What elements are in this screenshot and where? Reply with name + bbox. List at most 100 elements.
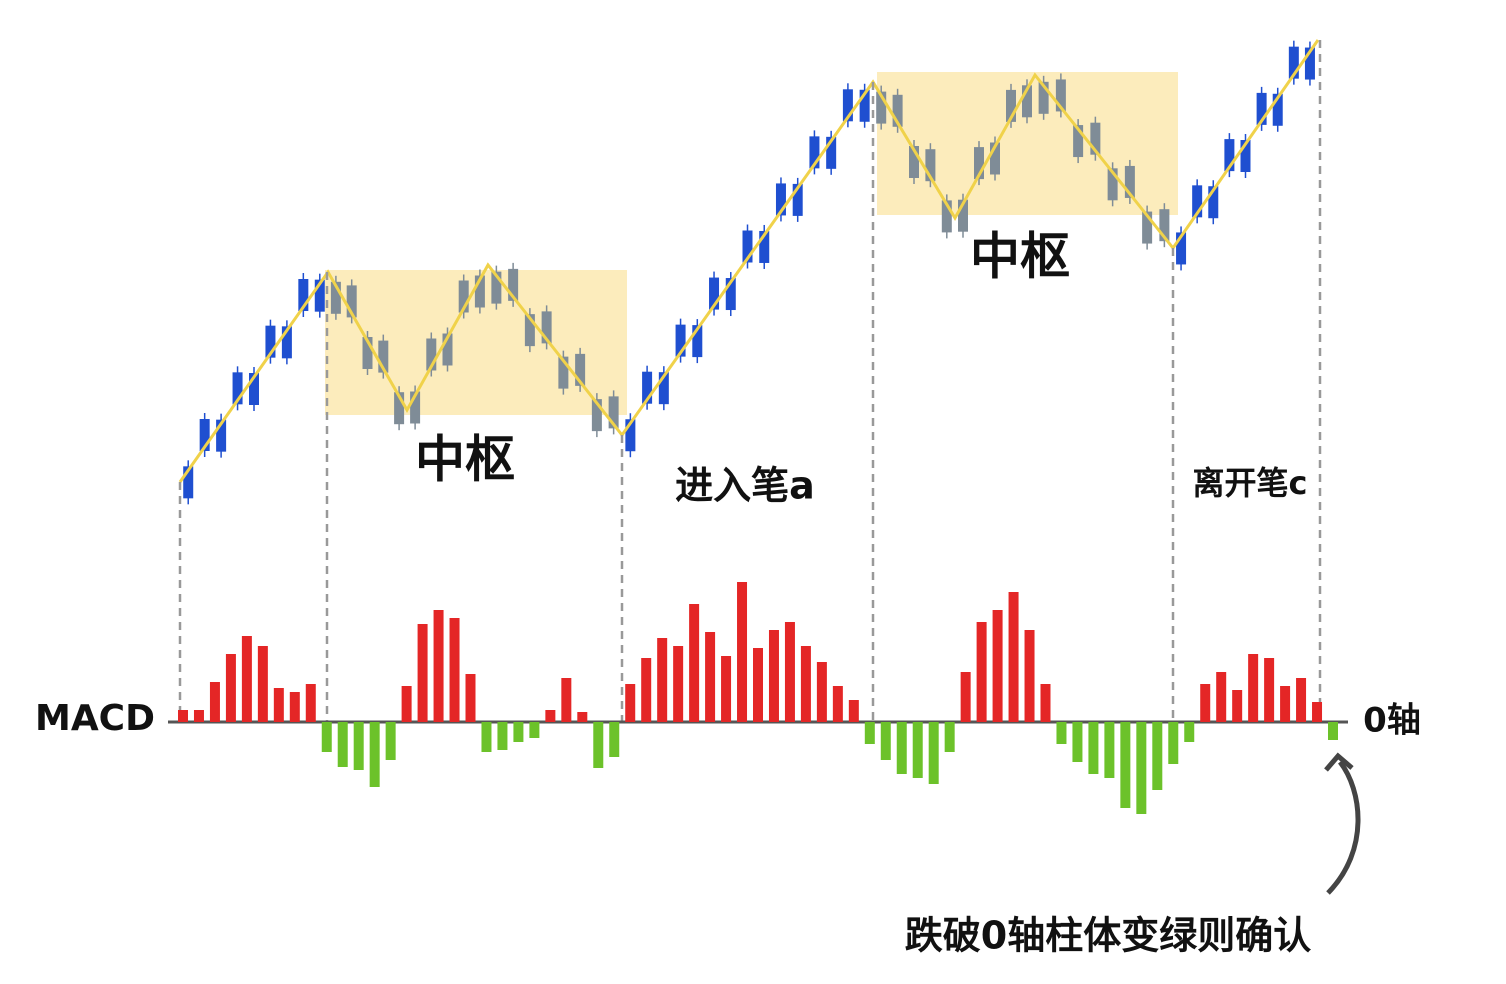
macd-bar — [912, 722, 923, 778]
candle — [675, 324, 686, 357]
zone-label: 中枢 — [415, 431, 515, 489]
candle — [892, 94, 903, 127]
candle — [575, 353, 586, 386]
candle — [709, 277, 720, 310]
macd-bar — [1280, 686, 1291, 722]
candle — [625, 419, 636, 452]
candle — [876, 91, 887, 124]
candle — [1304, 47, 1315, 80]
macd-bar — [1312, 702, 1323, 722]
candle — [1159, 209, 1170, 242]
macd-bar — [864, 722, 875, 744]
candle — [1192, 185, 1203, 218]
candle — [508, 268, 519, 301]
candle — [541, 311, 552, 344]
candle — [458, 280, 469, 313]
candle — [1073, 125, 1084, 158]
macd-bar — [753, 648, 763, 722]
candle — [974, 147, 984, 180]
macd-bar — [896, 722, 907, 774]
candle — [491, 271, 502, 304]
layout — [168, 39, 1348, 724]
candle — [183, 466, 194, 499]
macd-bar — [225, 654, 236, 722]
candle — [346, 285, 357, 318]
candle — [642, 371, 653, 404]
candle — [1022, 85, 1032, 118]
arrow — [1326, 760, 1361, 895]
candle — [792, 183, 803, 216]
candle — [362, 337, 373, 369]
macd-bar — [497, 722, 508, 750]
candle — [692, 325, 703, 358]
macd-bar — [449, 618, 460, 722]
macd-bar — [1200, 684, 1211, 722]
macd-label: MACD — [35, 698, 155, 739]
macd-bar — [1072, 722, 1083, 762]
macd-bar — [1248, 654, 1259, 722]
candle — [314, 279, 325, 312]
macd-bar — [992, 610, 1003, 722]
candle — [1224, 139, 1235, 172]
candle — [1176, 232, 1187, 265]
macd-bar — [529, 722, 540, 738]
candle — [249, 373, 259, 405]
macd-bar — [960, 672, 971, 722]
candle — [1055, 79, 1066, 112]
macd-bar — [353, 722, 364, 770]
macd-bar — [944, 722, 955, 752]
candle — [216, 419, 227, 452]
macd-bar — [657, 638, 668, 722]
stroke-label: 离开笔c — [1193, 464, 1308, 502]
macd-bar — [241, 636, 252, 722]
macd-bar — [705, 632, 716, 722]
macd-bar — [1216, 672, 1227, 722]
macd-bar — [1024, 630, 1035, 722]
macd-bar — [1120, 722, 1131, 808]
candle — [378, 340, 389, 373]
macd-bar — [928, 722, 939, 784]
macd-bar — [673, 646, 684, 722]
macd-bar — [401, 686, 412, 722]
macd-bar — [289, 692, 300, 722]
candle — [742, 230, 753, 263]
macd-bar — [1056, 722, 1067, 744]
macd-bar — [593, 722, 604, 768]
macd-bar — [689, 604, 700, 722]
macd-bar — [848, 700, 859, 722]
candle — [524, 314, 535, 347]
macd-bar — [561, 678, 572, 722]
candle — [298, 279, 309, 311]
candle — [199, 419, 210, 451]
zigzag — [178, 39, 1320, 483]
macd-bar — [369, 722, 380, 787]
macd-bar — [433, 610, 444, 722]
candle — [1038, 81, 1049, 114]
macd-bar — [1168, 722, 1179, 764]
arrow-head — [1324, 752, 1354, 772]
macd-bar — [1264, 658, 1275, 722]
candle — [281, 326, 292, 359]
candle — [759, 230, 770, 263]
candle — [941, 200, 952, 233]
stroke-label: 进入笔a — [675, 464, 815, 508]
macd-bar — [385, 722, 396, 760]
macd-bar — [257, 646, 268, 722]
candle — [442, 333, 453, 366]
macd-bar — [193, 710, 204, 722]
macd-bar — [832, 686, 843, 722]
candle — [958, 199, 968, 232]
candle — [1256, 92, 1267, 125]
candle — [1142, 211, 1153, 244]
macd-bar — [641, 658, 652, 722]
candle — [909, 146, 919, 178]
macd-bar — [337, 722, 348, 767]
macd-bar — [321, 722, 332, 752]
zero-axis-label: 0轴 — [1363, 701, 1421, 741]
candle — [1272, 93, 1283, 126]
candle — [925, 149, 936, 182]
macd-bar — [976, 622, 987, 722]
candle — [826, 136, 837, 169]
macd-bar — [784, 622, 795, 722]
